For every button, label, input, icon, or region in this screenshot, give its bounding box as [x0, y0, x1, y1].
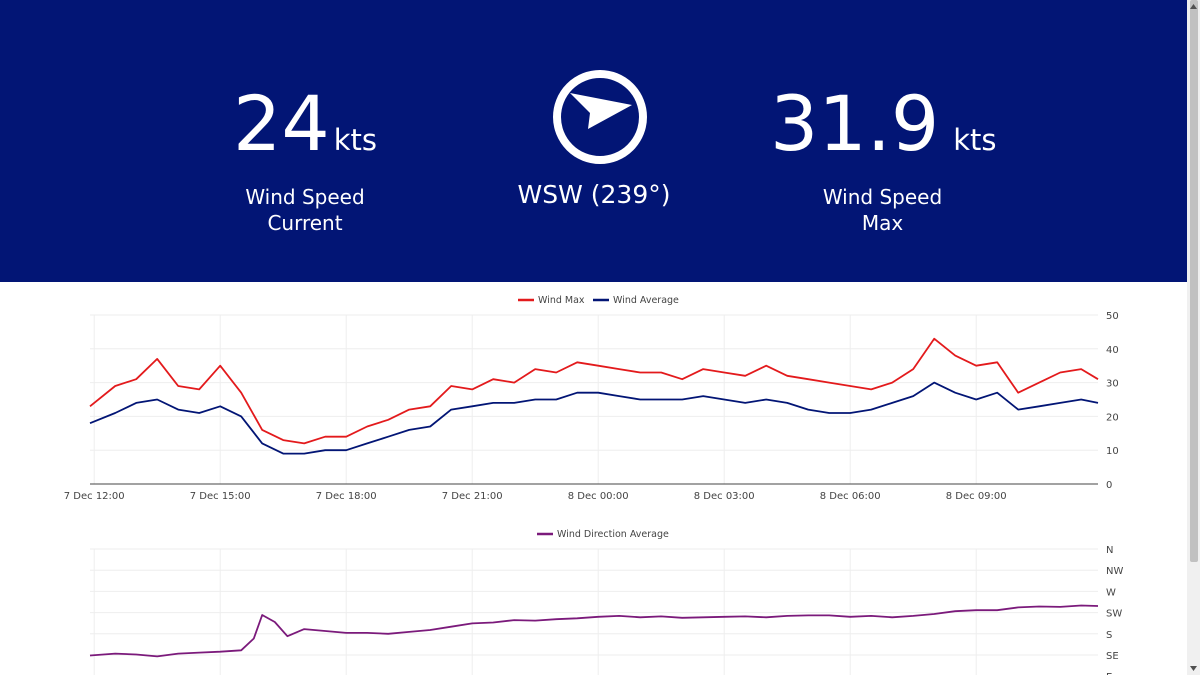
dir-y-tick-label: S	[1106, 630, 1112, 641]
speed-x-tick-label: 8 Dec 06:00	[820, 491, 881, 502]
current-wind-label-2: Current	[267, 211, 343, 235]
wind-average-line	[89, 381, 1099, 455]
direction-legend: Wind Direction Average	[537, 529, 669, 540]
speed-x-tick-label: 7 Dec 12:00	[64, 491, 125, 502]
legend-label: Wind Average	[613, 295, 679, 306]
speed-y-tick-label: 30	[1106, 379, 1119, 390]
wind-direction-average-line	[89, 604, 1099, 658]
speed-gridlines	[90, 314, 1098, 484]
scrollbar-thumb[interactable]	[1190, 0, 1198, 562]
speed-x-tick-label: 8 Dec 03:00	[694, 491, 755, 502]
wind-direction-compass-icon	[553, 70, 647, 164]
speed-x-tick-label: 7 Dec 15:00	[190, 491, 251, 502]
speed-y-tick-label: 10	[1106, 446, 1119, 457]
scroll-down-icon[interactable]	[1188, 663, 1199, 673]
speed-series	[89, 337, 1099, 455]
dir-y-tick-label: E	[1106, 672, 1112, 675]
speed-x-tick-label: 7 Dec 21:00	[442, 491, 503, 502]
direction-axes: N NW W SW S SE E	[1106, 545, 1123, 675]
speed-x-tick-label: 8 Dec 09:00	[946, 491, 1007, 502]
scroll-up-icon[interactable]	[1188, 2, 1199, 12]
max-wind-unit: kts	[953, 123, 997, 157]
summary-banner: 24 kts Wind Speed Current WSW (239°) 31.9…	[0, 0, 1187, 282]
direction-series	[89, 604, 1099, 658]
max-wind-speed: 31.9 kts Wind Speed Max	[770, 86, 997, 236]
speed-axes: 0 10 20 30 40 50 7 Dec 12:00 7 Dec 15:00 7 Dec 1…	[64, 311, 1119, 502]
dir-y-tick-label: W	[1106, 587, 1116, 598]
dir-y-tick-label: N	[1106, 545, 1113, 556]
speed-y-tick-label: 50	[1106, 311, 1119, 322]
speed-legend: Wind Max Wind Average	[518, 295, 679, 306]
direction-gridlines	[90, 548, 1098, 675]
dir-y-tick-label: NW	[1106, 566, 1123, 577]
legend-label: Wind Max	[538, 295, 585, 306]
max-wind-value: 31.9	[770, 79, 940, 168]
wind-speed-chart: Wind Max Wind Average 0 10 20 30 40 50 7 Dec 12…	[64, 295, 1119, 502]
current-wind-label-1: Wind Speed	[245, 185, 365, 209]
max-wind-label-2: Max	[861, 211, 904, 235]
max-wind-label-1: Wind Speed	[822, 185, 943, 209]
legend-label: Wind Direction Average	[557, 529, 669, 540]
speed-y-tick-label: 0	[1106, 480, 1112, 491]
speed-x-tick-label: 7 Dec 18:00	[316, 491, 377, 502]
wind-direction-text: WSW (239°)	[517, 180, 671, 209]
wind-direction-chart: Wind Direction Average N NW W SW S SE E	[89, 529, 1123, 675]
current-wind-speed: 24 kts Wind Speed Current	[205, 86, 405, 236]
speed-y-tick-label: 40	[1106, 345, 1119, 356]
wind-max-line	[89, 337, 1099, 445]
speed-x-tick-label: 8 Dec 00:00	[568, 491, 629, 502]
speed-y-tick-label: 20	[1106, 412, 1119, 423]
current-wind-unit: kts	[333, 123, 377, 157]
dir-y-tick-label: SE	[1106, 651, 1119, 662]
current-wind-value: 24	[233, 79, 330, 168]
dir-y-tick-label: SW	[1106, 609, 1122, 620]
